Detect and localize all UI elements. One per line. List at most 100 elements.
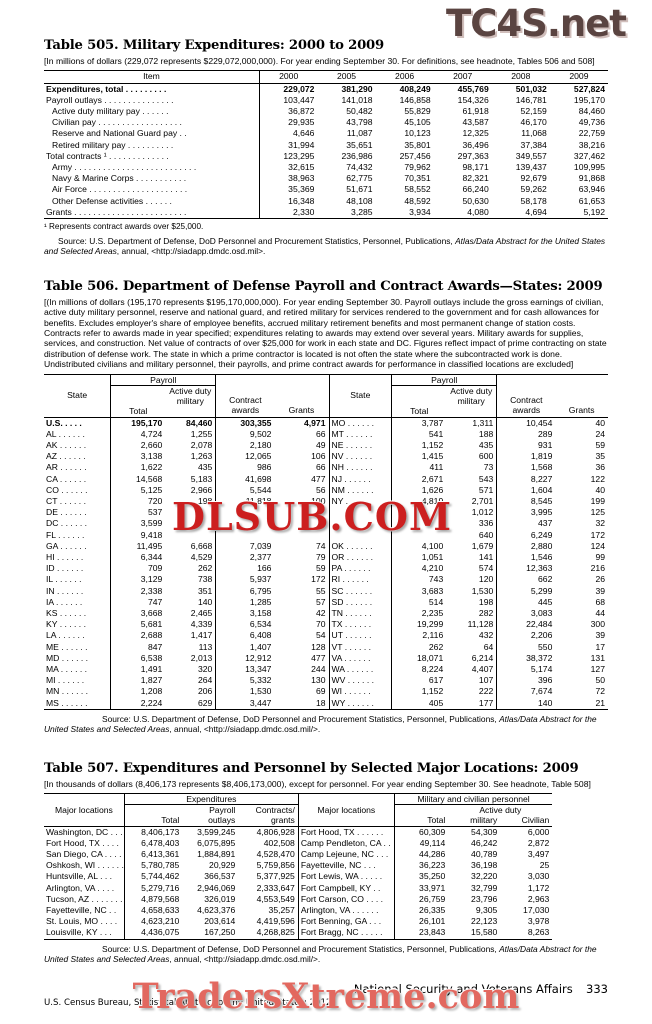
row-label: Retired military pay . . . . . . . . . . — [52, 139, 174, 150]
cell-payroll-total: 847 — [110, 641, 166, 653]
cell-value: 455,769 — [457, 83, 489, 94]
cell-grants: 72 — [595, 686, 605, 697]
cell-payroll-total: 3,138 — [110, 451, 166, 463]
cell-active-duty-military: 23,796 — [471, 893, 498, 904]
cell-grants: 127 — [590, 663, 605, 674]
location-label: Fayetteville, NC . . . — [297, 860, 395, 872]
cell-payroll-total: 3,787 — [391, 417, 447, 429]
cell-value: 103,447 — [258, 94, 318, 107]
cell-value: 154,326 — [457, 94, 489, 105]
cell-contracts-grants: 5,759,856 — [256, 860, 295, 871]
table-row: MD . . . . . . 6,538 2,013 12,912 477 VA . .… — [44, 652, 608, 664]
table-row: KS . . . . . . 3,668 2,465 3,158 42 TN . . .… — [44, 607, 608, 620]
cell-value: 91,868 — [578, 173, 605, 184]
column-header-active-duty-military: military — [448, 815, 501, 827]
cell-payroll-total: 18,071 — [391, 652, 447, 664]
cell-payroll-active-duty: 198 — [478, 596, 494, 607]
cell-active-duty-military: 54,309 — [471, 826, 498, 837]
cell-grants: 26 — [595, 574, 605, 585]
column-header-contracts-grants: grants — [238, 815, 299, 827]
cell-payroll-active-duty: 432 — [478, 630, 494, 641]
cell-contract-awards: 140 — [496, 697, 556, 710]
cell-grants: 32 — [595, 518, 605, 529]
table-row: Huntsville, AL . . . 5,744,462 366,537 5,3… — [44, 871, 608, 883]
cell-grants: 106 — [311, 451, 326, 462]
cell-payroll-active-duty: 6,668 — [190, 540, 213, 551]
cell-personnel-total: 60,309 — [393, 826, 449, 838]
cell-payroll-active-duty: 320 — [197, 663, 213, 674]
cell-contract-awards: 1,285 — [215, 596, 275, 608]
cell-value: 62,775 — [346, 173, 373, 184]
cell-active-duty-military: 40,789 — [471, 849, 498, 860]
cell-contract-awards: 986 — [215, 462, 275, 474]
cell-grants: 4,971 — [303, 417, 326, 428]
cell-value: 141,018 — [341, 94, 373, 105]
location-label: Fort Benning, GA . . . — [297, 916, 395, 928]
cell-payroll-total: 747 — [110, 596, 166, 608]
cell-value: 52,159 — [520, 106, 547, 117]
cell-contract-awards: 2,377 — [215, 551, 275, 564]
column-header-grants: Grants — [555, 373, 608, 418]
spacer — [110, 385, 166, 407]
cell-payroll-total: 6,538 — [110, 652, 166, 664]
location-label: Arlington, VA . . . . . . — [297, 905, 395, 917]
cell-personnel-total: 26,101 — [393, 916, 449, 928]
cell-payroll-total: 1,827 — [110, 675, 166, 687]
table-507-header-row-2: Payroll Contracts/Active duty — [44, 804, 608, 816]
source-text-pre: Source: U.S. Department of Defense, DoD … — [102, 943, 500, 954]
table-row: MI . . . . . . 1,827 264 5,332 130 WV . . . … — [44, 675, 608, 687]
cell-payroll-total: 1,152 — [391, 686, 447, 698]
cell-personnel-total: 26,759 — [393, 893, 449, 906]
location-label: Fort Bragg, NC . . . . . — [297, 927, 395, 940]
cell-payroll-active-duty: 141 — [478, 551, 494, 562]
cell-contract-awards: 1,407 — [215, 641, 275, 653]
cell-contracts-grants: 4,268,825 — [238, 927, 299, 940]
row-label: Grants . . . . . . . . . . . . . . . . .… — [44, 206, 260, 220]
source-text-pre: Source: U.S. Department of Defense, DoD … — [58, 236, 456, 247]
cell-civilian: 6,000 — [527, 826, 550, 837]
row-label: Reserve and National Guard pay . . — [52, 128, 187, 139]
table-row: Washington, DC . . . 8,406,173 3,599,245 4… — [44, 826, 608, 838]
cell-contract-awards: 445 — [496, 596, 556, 608]
table-row: MN . . . . . . 1,208 206 1,530 69 WI . . . .… — [44, 686, 608, 698]
cell-payroll-active-duty: 177 — [446, 697, 497, 710]
cell-grants: 477 — [311, 652, 326, 663]
column-header-total: Total — [123, 815, 183, 827]
cell-value: 381,290 — [341, 83, 373, 94]
cell-payroll-total: 3,668 — [110, 607, 166, 620]
cell-grants: 124 — [590, 540, 605, 551]
cell-value: 32,615 — [258, 162, 318, 174]
cell-payroll-active-duty: 188 — [478, 428, 494, 439]
group-header-personnel: Military and civilian personnel — [393, 793, 553, 806]
cell-value: 63,946 — [578, 184, 605, 195]
column-header-contract-awards: Contract awards — [215, 373, 275, 418]
cell-payroll-active-duty: 2,465 — [190, 607, 213, 618]
cell-payroll-active-duty: 64 — [483, 641, 494, 652]
cell-personnel-total: 49,114 — [393, 837, 449, 850]
cell-payroll-total: 5,681 — [110, 619, 166, 631]
cell-personnel-total: 26,335 — [393, 905, 449, 917]
state-label — [328, 507, 392, 519]
cell-value: 5,192 — [549, 206, 608, 220]
cell-value: 257,456 — [399, 150, 431, 161]
table-505-headnote: [In millions of dollars (229,072 represe… — [44, 56, 595, 66]
cell-value: 2,330 — [258, 206, 318, 220]
table-506-source: Source: U.S. Department of Defense, DoD … — [44, 714, 608, 735]
state-label: DC . . . . . . — [46, 518, 88, 529]
cell-expenditures-total: 5,744,462 — [123, 871, 183, 883]
cell-value: 10,123 — [404, 128, 431, 139]
cell-contract-awards: 38,372 — [496, 652, 556, 664]
cell-payroll-active-duty: 351 — [197, 585, 213, 596]
location-label: Fort Campbell, KY . . — [297, 882, 395, 894]
row-label: Other Defense activities . . . . . . — [52, 195, 172, 206]
table-row: MA . . . . . . 1,491 320 13,347 244 WA . . .… — [44, 663, 608, 676]
cell-value: 51,671 — [346, 184, 373, 195]
cell-grants — [274, 507, 329, 518]
cell-grants — [274, 518, 329, 529]
cell-value: 123,295 — [258, 150, 318, 163]
cell-grants: 122 — [590, 473, 605, 484]
table-row: Expenditures, total . . . . . . . . . 22… — [44, 83, 608, 95]
table-row: FL . . . . . . 9,418 640 6,249 172 — [44, 529, 608, 541]
table-row: DC . . . . . . 3,599 336 437 32 — [44, 518, 608, 530]
table-row: St. Louis, MO . . . . 4,623,210 203,614 4,… — [44, 916, 608, 928]
